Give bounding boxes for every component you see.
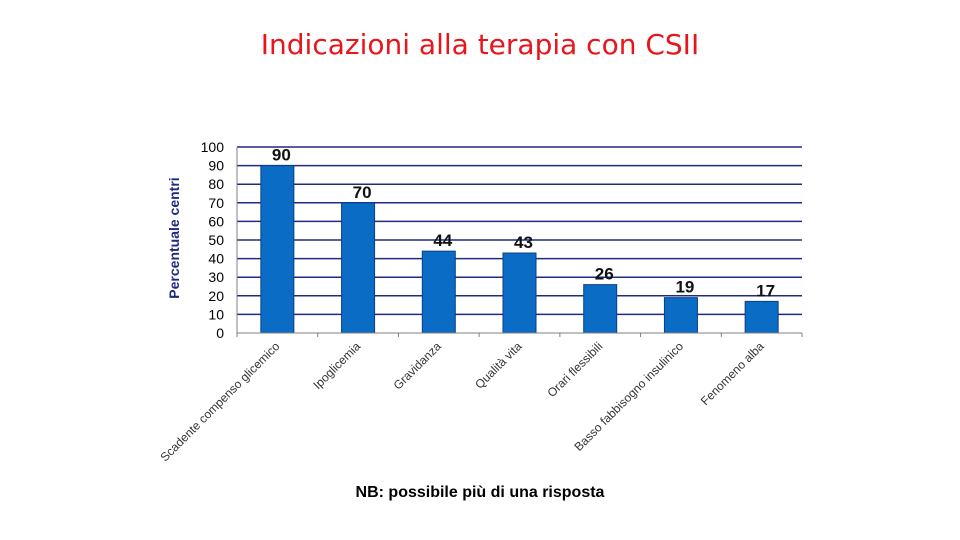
bar [341, 202, 376, 334]
y-tick-label: 50 [208, 232, 224, 248]
slide-title: Indicazioni alla terapia con CSII [260, 28, 700, 61]
y-tick-label: 20 [208, 288, 224, 304]
gridlines [237, 146, 802, 333]
bar [260, 165, 295, 334]
y-tick-label: 60 [208, 213, 224, 229]
y-tick-label: 80 [208, 176, 224, 192]
data-label: 70 [353, 183, 372, 202]
data-label: 26 [595, 265, 614, 284]
x-tick-label: Gravidanza [391, 339, 445, 393]
bar [421, 250, 456, 334]
data-labels: 90 70 44 43 26 19 17 [272, 146, 775, 301]
data-label: 44 [433, 231, 452, 250]
data-label: 90 [272, 146, 291, 165]
data-label: 43 [514, 233, 533, 252]
x-tick-label: Qualità vita [472, 339, 525, 392]
x-tick-label: Scadente compenso glicemico [157, 339, 282, 464]
y-tick-label: 30 [208, 269, 224, 285]
bar [502, 252, 537, 334]
x-tick-label: Orari flessibili [545, 339, 606, 400]
y-tick-label: 40 [208, 251, 224, 267]
y-tick-label: 70 [208, 195, 224, 211]
data-label: 19 [675, 278, 694, 297]
y-tick-label: 10 [208, 306, 224, 322]
bar [583, 284, 618, 334]
y-tick-label: 90 [208, 158, 224, 174]
bars [260, 165, 779, 334]
y-tick-label: 0 [216, 325, 224, 341]
y-axis-label: Percentuale centri [166, 177, 182, 298]
footnote: NB: possibile più di una risposta [355, 484, 605, 501]
y-tick-label: 100 [201, 139, 225, 155]
bar [663, 297, 698, 334]
bar [744, 300, 779, 334]
data-label: 17 [756, 281, 775, 300]
x-tick-label: Ipoglicemia [310, 339, 363, 392]
x-tick-label: Fenomeno alba [698, 339, 767, 408]
